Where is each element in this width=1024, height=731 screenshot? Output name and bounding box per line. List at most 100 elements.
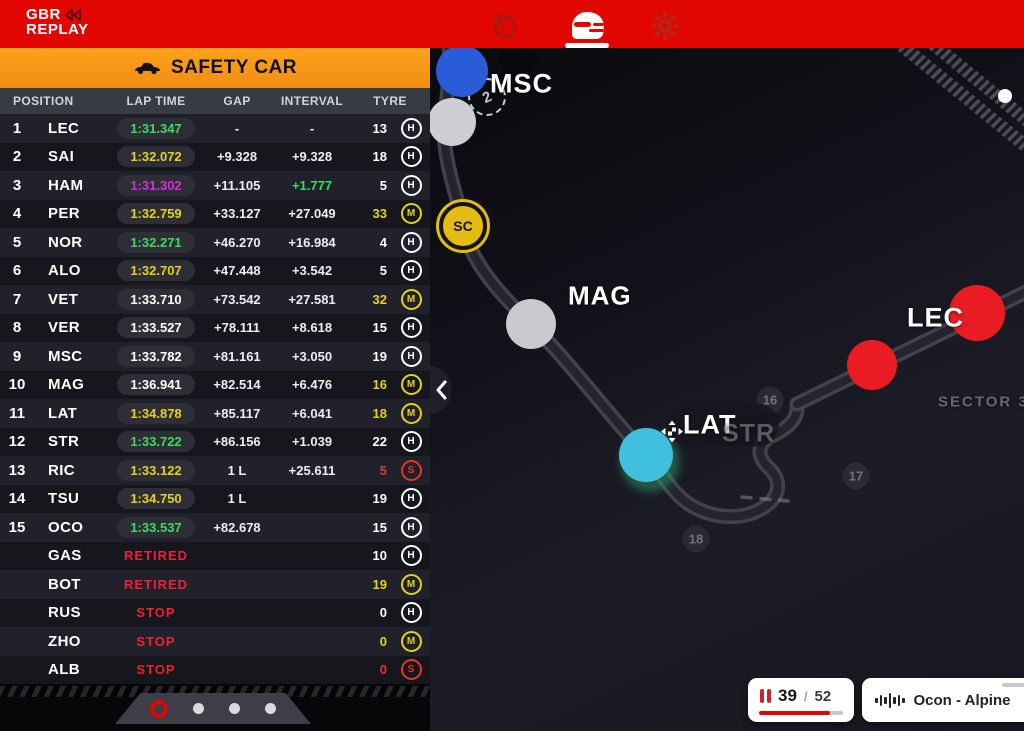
marker-red-car[interactable]: [847, 340, 897, 390]
tyre-laps: 18: [372, 149, 387, 165]
lap-counter-card[interactable]: 39 / 52: [748, 678, 854, 722]
lap-time: 1:34.750: [117, 488, 195, 510]
driver-code: ALB: [48, 661, 81, 679]
driver-code: GAS: [48, 547, 82, 565]
timing-panel: SAFETY CAR POSITION LAP TIME GAP INTERVA…: [0, 48, 430, 731]
waveform-icon: [875, 692, 905, 708]
tab-settings[interactable]: [642, 9, 688, 43]
driver-code: RUS: [48, 604, 81, 622]
safety-car-marker[interactable]: SC: [436, 199, 490, 253]
track-map[interactable]: 2 16 17 18 SC MSC MAG LAT STR LEC SECTOR 3 39 / 52: [430, 48, 1024, 731]
timing-row[interactable]: GAS RETIRED 10 H: [0, 541, 430, 570]
interval-cell: +8.618: [291, 320, 333, 336]
timing-row[interactable]: 5 NOR 1:32.271 +46.270 +16.984 4 H: [0, 228, 430, 257]
interval-cell: +1.039: [291, 434, 333, 450]
panel-collapse-button[interactable]: [430, 366, 451, 414]
marker-lec[interactable]: [949, 285, 1005, 341]
timing-row[interactable]: 9 MSC 1:33.782 +81.161 +3.050 19 H: [0, 342, 430, 371]
tyre-compound-icon: M: [400, 573, 422, 595]
gap-cell: -: [234, 120, 240, 136]
gap-cell: +82.678: [213, 519, 261, 535]
timing-row[interactable]: 4 PER 1:32.759 +33.127 +27.049 33 M: [0, 199, 430, 228]
timing-row[interactable]: 11 LAT 1:34.878 +85.117 +6.041 18 M: [0, 399, 430, 428]
driver-code: VER: [48, 319, 81, 337]
tyre-laps: 19: [372, 576, 387, 592]
timing-rows: 1 LEC 1:31.347 - - 13 H 2 SAI 1:32.072 +9.328 +9.32…: [0, 114, 430, 684]
marker-mag[interactable]: [506, 299, 556, 349]
lap-time: 1:33.710: [117, 288, 195, 310]
tab-timer[interactable]: [482, 9, 528, 43]
position-cell: 5: [12, 233, 22, 251]
lap-time: 1:31.302: [117, 174, 195, 196]
timing-row[interactable]: RUS STOP 0 H: [0, 598, 430, 627]
helmet-icon: [572, 12, 604, 39]
timing-row[interactable]: 15 OCO 1:33.537 +82.678 15 H: [0, 513, 430, 542]
tyre-compound-icon: H: [400, 146, 422, 168]
timing-row[interactable]: 7 VET 1:33.710 +73.542 +27.581 32 M: [0, 285, 430, 314]
label-str-ghost: STR: [722, 419, 775, 448]
interval-cell: +3.542: [291, 263, 333, 279]
marker-car-gray[interactable]: [430, 98, 476, 146]
tyre-laps: 5: [379, 177, 387, 193]
tab-driver[interactable]: [564, 9, 610, 43]
tyre-laps: 5: [379, 462, 387, 478]
top-bar: GBR REPLAY: [0, 0, 1024, 48]
position-cell: 6: [12, 262, 22, 280]
timing-row[interactable]: 12 STR 1:33.722 +86.156 +1.039 22 H: [0, 427, 430, 456]
page-dot[interactable]: [229, 703, 240, 714]
volume-dash: [1002, 683, 1024, 687]
gap-cell: +82.514: [213, 377, 261, 393]
sc-label: SC: [439, 202, 487, 250]
interval-cell: +16.984: [288, 234, 336, 250]
gear-icon: [651, 12, 679, 40]
lap-time: 1:31.347: [117, 117, 195, 139]
tyre-laps: 5: [379, 263, 387, 279]
marker-lat[interactable]: [619, 428, 673, 482]
page-dot[interactable]: [193, 703, 204, 714]
marker-msc[interactable]: [436, 48, 488, 97]
tyre-laps: 15: [372, 519, 387, 535]
timing-row[interactable]: 13 RIC 1:33.122 1 L +25.611 5 S: [0, 456, 430, 485]
position-cell: 13: [8, 461, 26, 479]
interval-cell: +27.581: [288, 291, 336, 307]
gap-cell: +9.328: [216, 149, 258, 165]
position-cell: 1: [12, 119, 22, 137]
timing-row[interactable]: 3 HAM 1:31.302 +11.105 +1.777 5 H: [0, 171, 430, 200]
driver-code: TSU: [48, 490, 80, 508]
tyre-laps: 18: [372, 405, 387, 421]
timing-row[interactable]: BOT RETIRED 19 M: [0, 570, 430, 599]
status-text: STOP: [136, 633, 176, 649]
timing-row[interactable]: 8 VER 1:33.527 +78.111 +8.618 15 H: [0, 313, 430, 342]
tyre-compound-icon: H: [400, 545, 422, 567]
lap-time: 1:36.941: [117, 374, 195, 396]
tyre-laps: 0: [379, 633, 387, 649]
timing-row[interactable]: 1 LEC 1:31.347 - - 13 H: [0, 114, 430, 143]
tyre-compound-icon: S: [400, 659, 422, 681]
marker-white-dot[interactable]: [998, 89, 1012, 103]
active-tab-underline: [565, 43, 609, 48]
page-dot[interactable]: [265, 703, 276, 714]
timing-row[interactable]: 14 TSU 1:34.750 1 L 19 H: [0, 484, 430, 513]
current-lap: 39: [778, 686, 797, 705]
pause-icon[interactable]: [760, 689, 771, 703]
timing-row[interactable]: 6 ALO 1:32.707 +47.448 +3.542 5 H: [0, 256, 430, 285]
gap-cell: +47.448: [213, 263, 261, 279]
interval-cell: +6.041: [291, 405, 333, 421]
page-dot-active[interactable]: [150, 699, 168, 718]
position-cell: 3: [12, 176, 22, 194]
tyre-laps: 15: [372, 320, 387, 336]
timing-row[interactable]: 10 MAG 1:36.941 +82.514 +6.476 16 M: [0, 370, 430, 399]
timing-row[interactable]: ALB STOP 0 S: [0, 655, 430, 684]
team-radio-card[interactable]: Ocon - Alpine: [862, 678, 1024, 722]
timing-row[interactable]: ZHO STOP 0 M: [0, 627, 430, 656]
race-progress-bar[interactable]: [759, 711, 843, 715]
turn-badge-18: 18: [682, 525, 710, 553]
position-cell: 9: [12, 347, 22, 365]
timing-row[interactable]: 2 SAI 1:32.072 +9.328 +9.328 18 H: [0, 142, 430, 171]
gap-cell: +86.156: [213, 434, 261, 450]
driver-code: STR: [48, 433, 80, 451]
tyre-compound-icon: H: [400, 345, 422, 367]
position-cell: 15: [8, 518, 26, 536]
position-cell: 8: [12, 319, 22, 337]
header-interval: INTERVAL: [280, 94, 344, 108]
